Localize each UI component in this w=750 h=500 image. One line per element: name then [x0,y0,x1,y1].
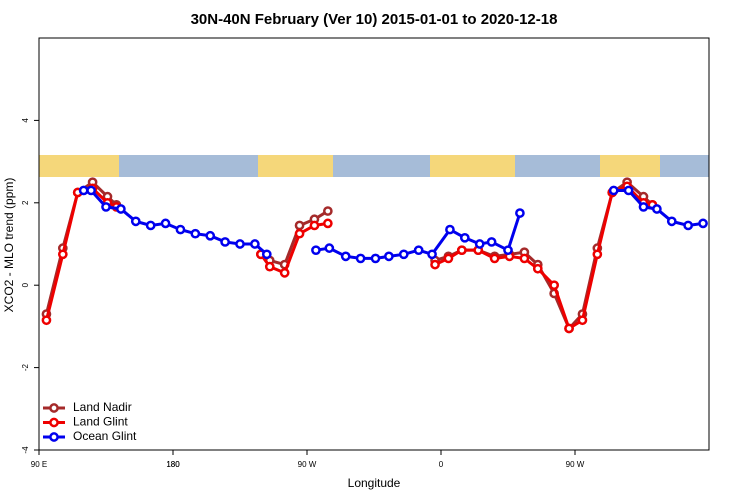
data-point [294,228,305,239]
data-point [623,185,634,196]
data-point [309,220,320,231]
map-strip [39,155,709,177]
data-point [57,249,68,260]
data-point [322,206,333,216]
data-point [340,251,351,262]
data-point [592,249,603,260]
x-tick-label: 0 [439,460,444,469]
data-point [86,185,96,196]
data-point [698,218,708,229]
x-tick-label: 180 [166,460,180,469]
plot-frame [38,37,710,451]
x-tick-label: 90 W [298,460,317,469]
y-tick-label: 0 [21,282,30,287]
data-point [160,218,171,229]
x-tick-label: 180 [166,460,180,469]
data-point [355,253,366,264]
data-point [459,232,470,243]
data-point [384,251,394,262]
data-point [130,216,141,227]
x-axis-label: Longitude [348,476,401,490]
data-point [519,253,530,264]
data-point [666,216,677,227]
data-point [430,259,440,270]
data-point [608,185,619,196]
data-point [220,237,230,247]
data-point [445,224,455,235]
data-point [279,267,290,278]
legend-marker [49,417,59,428]
data-point [474,239,485,249]
data-point [264,261,275,272]
data-point [549,280,560,291]
data-point [175,224,186,235]
data-point [116,204,126,214]
data-point [577,315,588,326]
data-point [515,208,525,218]
data-point [190,228,201,239]
data-point [413,245,424,256]
data-point [427,249,437,260]
data-point [683,220,694,231]
x-tick-label: 90 W [566,460,585,469]
legend-label: Land Glint [73,415,128,429]
y-tick-label: 4 [21,118,30,123]
legend-marker [49,432,59,442]
series-line [434,184,653,331]
y-axis-label: XCO2 - MLO trend (ppm) [2,178,16,313]
data-point [652,204,662,214]
data-point [261,249,272,260]
data-point [489,253,500,264]
data-point [235,239,245,249]
data-point [503,245,513,256]
data-point [638,202,649,212]
data-point [101,202,111,212]
legend-label: Ocean Glint [73,429,137,443]
data-point [370,253,381,264]
data-point [145,220,156,231]
data-point [324,243,335,253]
data-point [205,230,216,241]
y-tick-label: -4 [21,446,30,454]
series-line [434,180,654,332]
y-tick-label: -2 [21,363,30,371]
data-point [486,237,497,247]
data-point [398,249,409,260]
data-point [532,263,543,274]
data-point [78,185,89,196]
data-point [322,218,333,229]
legend-marker [49,403,59,413]
data-point [564,323,574,334]
data-point [311,245,321,256]
y-tick-label: 2 [21,200,30,205]
x-tick-label: 90 E [31,460,47,469]
legend-label: Land Nadir [73,400,132,414]
data-point [294,220,305,231]
data-point [250,239,260,249]
chart-title: 30N-40N February (Ver 10) 2015-01-01 to … [191,11,558,28]
data-point [41,315,52,326]
data-point [456,245,467,256]
data-point [443,253,454,264]
